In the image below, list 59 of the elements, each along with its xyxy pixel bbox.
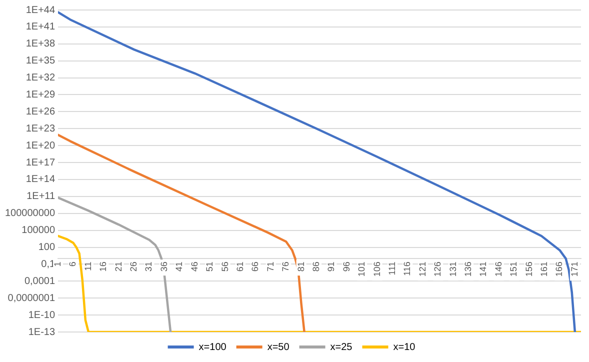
y-tick-label: 1E+41 bbox=[26, 22, 56, 33]
x-tick-label: 31 bbox=[144, 262, 154, 272]
x-tick-label: 76 bbox=[280, 262, 291, 272]
y-tick-label: 100000 bbox=[22, 225, 56, 236]
x-tick-label: 141 bbox=[478, 262, 488, 277]
x-tick-label: 116 bbox=[402, 262, 412, 276]
y-tick-label: 0,1 bbox=[41, 258, 56, 270]
y-tick-label: 1E-10 bbox=[28, 310, 56, 321]
x-tick-label: 21 bbox=[113, 262, 124, 272]
y-tick-label: 1E+14 bbox=[26, 174, 56, 186]
y-tick-label: 1E+26 bbox=[26, 106, 56, 118]
x-tick-label: 51 bbox=[204, 262, 215, 272]
legend-label: x=50 bbox=[267, 342, 290, 353]
y-tick-label: 1E+23 bbox=[26, 123, 56, 134]
x-tick-label: 91 bbox=[326, 262, 336, 272]
x-tick-label: 41 bbox=[174, 262, 184, 272]
x-tick-label: 66 bbox=[250, 262, 260, 272]
x-tick-label: 61 bbox=[234, 262, 245, 272]
x-tick-label: 156 bbox=[524, 262, 534, 277]
x-tick-label: 1 bbox=[52, 262, 63, 267]
x-tick-label: 166 bbox=[554, 262, 564, 277]
y-tick-label: 1E+35 bbox=[26, 56, 56, 67]
x-tick-label: 131 bbox=[448, 262, 458, 277]
x-tick-label: 106 bbox=[372, 262, 382, 277]
x-tick-label: 86 bbox=[310, 262, 321, 272]
legend-label: x=25 bbox=[330, 342, 353, 353]
legend-label: x=10 bbox=[393, 342, 416, 353]
x-tick-label: 11 bbox=[82, 262, 93, 271]
y-tick-label: 1E+11 bbox=[26, 191, 56, 202]
x-tick-label: 56 bbox=[220, 262, 230, 272]
x-tick-label: 96 bbox=[341, 262, 352, 272]
y-tick-label: 0,0001 bbox=[24, 276, 56, 287]
legend-label: x=100 bbox=[198, 342, 227, 353]
x-tick-label: 26 bbox=[128, 262, 139, 272]
x-tick-label: 171 bbox=[569, 262, 580, 277]
x-tick-label: 46 bbox=[189, 262, 200, 272]
y-tick-label: 1E-13 bbox=[28, 326, 56, 338]
y-tick-label: 0,0000001 bbox=[8, 292, 56, 304]
x-tick-label: 6 bbox=[68, 262, 78, 267]
y-tick-label: 1E+17 bbox=[26, 157, 56, 168]
x-tick-label: 146 bbox=[493, 262, 504, 277]
x-tick-label: 121 bbox=[417, 262, 428, 277]
x-tick-label: 81 bbox=[296, 262, 306, 272]
y-tick-label: 1E+44 bbox=[26, 4, 56, 16]
y-tick-label: 1E+29 bbox=[26, 89, 56, 100]
y-tick-label: 1E+32 bbox=[26, 72, 56, 84]
x-tick-label: 151 bbox=[508, 262, 519, 277]
y-tick-label: 1E+20 bbox=[26, 140, 56, 152]
y-tick-label: 100 bbox=[38, 242, 56, 254]
x-tick-label: 136 bbox=[462, 262, 473, 277]
x-tick-label: 16 bbox=[98, 262, 108, 272]
x-tick-label: 111 bbox=[386, 262, 397, 276]
y-tick-label: 100000000 bbox=[4, 208, 56, 220]
x-tick-label: 36 bbox=[158, 262, 169, 272]
x-tick-label: 71 bbox=[265, 262, 276, 272]
x-tick-label: 126 bbox=[432, 262, 443, 277]
x-tick-label: 161 bbox=[539, 262, 549, 277]
x-tick-label: 101 bbox=[356, 262, 367, 277]
y-tick-label: 1E+38 bbox=[26, 38, 56, 50]
